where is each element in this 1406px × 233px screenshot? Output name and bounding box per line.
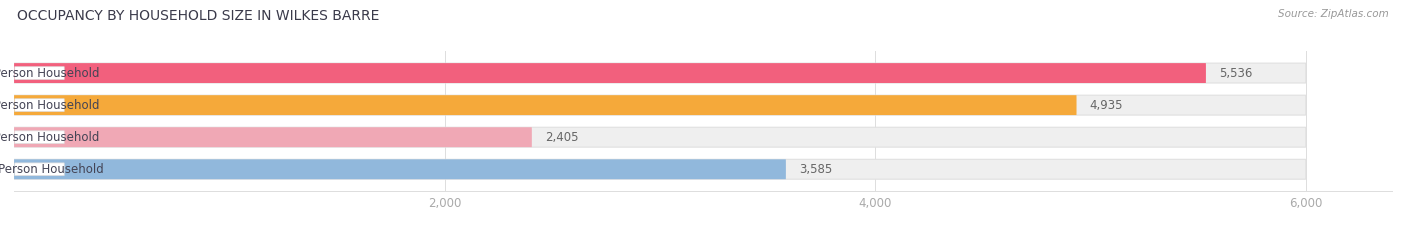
Text: 5,536: 5,536 bbox=[1219, 67, 1253, 79]
FancyBboxPatch shape bbox=[14, 159, 1306, 179]
FancyBboxPatch shape bbox=[14, 163, 65, 176]
FancyBboxPatch shape bbox=[14, 95, 1077, 115]
FancyBboxPatch shape bbox=[14, 131, 65, 144]
Text: 3-Person Household: 3-Person Household bbox=[0, 131, 100, 144]
Text: 1-Person Household: 1-Person Household bbox=[0, 67, 100, 79]
Text: Source: ZipAtlas.com: Source: ZipAtlas.com bbox=[1278, 9, 1389, 19]
Text: 3,585: 3,585 bbox=[799, 163, 832, 176]
Text: 4,935: 4,935 bbox=[1090, 99, 1123, 112]
FancyBboxPatch shape bbox=[14, 127, 1306, 147]
Text: 2-Person Household: 2-Person Household bbox=[0, 99, 100, 112]
FancyBboxPatch shape bbox=[14, 63, 1306, 83]
FancyBboxPatch shape bbox=[14, 63, 1206, 83]
Text: 2,405: 2,405 bbox=[544, 131, 578, 144]
FancyBboxPatch shape bbox=[14, 67, 65, 79]
Text: 4+ Person Household: 4+ Person Household bbox=[0, 163, 104, 176]
FancyBboxPatch shape bbox=[14, 99, 65, 111]
FancyBboxPatch shape bbox=[14, 127, 531, 147]
Text: OCCUPANCY BY HOUSEHOLD SIZE IN WILKES BARRE: OCCUPANCY BY HOUSEHOLD SIZE IN WILKES BA… bbox=[17, 9, 380, 23]
FancyBboxPatch shape bbox=[14, 159, 786, 179]
FancyBboxPatch shape bbox=[14, 95, 1306, 115]
